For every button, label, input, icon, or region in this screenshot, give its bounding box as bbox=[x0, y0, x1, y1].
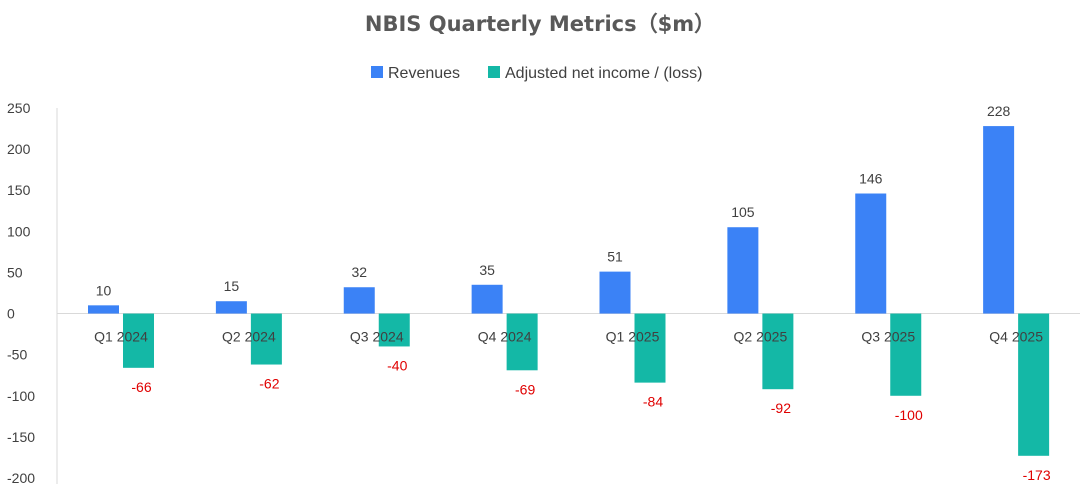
y-tick-label: -50 bbox=[7, 347, 27, 363]
y-tick-label: -200 bbox=[7, 470, 35, 486]
data-label-revenues: 10 bbox=[96, 282, 112, 298]
y-tick-label: 0 bbox=[7, 306, 15, 322]
data-label-adjusted-net-income: -62 bbox=[259, 376, 279, 392]
data-label-adjusted-net-income: -84 bbox=[643, 394, 663, 410]
y-axis: 250 200 150 100 50 0 -50 -100 -150 -200 bbox=[7, 100, 35, 486]
legend-label-adjusted-net-income: Adjusted net income / (loss) bbox=[505, 65, 702, 82]
data-label-revenues: 35 bbox=[479, 262, 495, 278]
data-label-revenues: 32 bbox=[351, 264, 367, 280]
bar-adjusted-net-income bbox=[250, 313, 282, 365]
bar-adjusted-net-income bbox=[634, 313, 666, 383]
y-tick-label: 50 bbox=[7, 264, 23, 280]
data-label-revenues: 146 bbox=[859, 171, 883, 187]
data-label-adjusted-net-income: -92 bbox=[771, 400, 791, 416]
y-tick-label: 100 bbox=[7, 223, 31, 239]
data-label-adjusted-net-income: -173 bbox=[1023, 467, 1051, 483]
legend-swatch-revenues bbox=[371, 66, 383, 78]
data-label-adjusted-net-income: -66 bbox=[131, 379, 151, 395]
bar-adjusted-net-income bbox=[1018, 313, 1050, 456]
bar-adjusted-net-income bbox=[506, 313, 538, 371]
legend: Revenues Adjusted net income / (loss) bbox=[371, 65, 702, 82]
y-tick-label: 150 bbox=[7, 182, 31, 198]
bar-adjusted-net-income bbox=[762, 313, 794, 390]
x-tick-label: Q2 2025 bbox=[734, 329, 788, 345]
chart-title: NBIS Quarterly Metrics（$m） bbox=[365, 12, 715, 36]
bar-revenues bbox=[88, 305, 119, 314]
value-labels: 10 -66 15 -62 32 -40 35 -69 51 -84 105 -92 146 -100 22… bbox=[96, 103, 1051, 483]
bar-revenues bbox=[471, 284, 503, 314]
data-label-revenues: 51 bbox=[607, 249, 623, 265]
legend-swatch-adjusted-net-income bbox=[488, 66, 500, 78]
bar-revenues bbox=[727, 227, 759, 314]
bar-revenues bbox=[983, 126, 1015, 314]
bar-revenues bbox=[343, 287, 375, 314]
x-tick-label: Q1 2025 bbox=[606, 329, 660, 345]
data-label-adjusted-net-income: -69 bbox=[515, 381, 535, 397]
x-tick-label: Q4 2025 bbox=[989, 329, 1043, 345]
y-tick-label: -100 bbox=[7, 388, 35, 404]
x-tick-label: Q3 2025 bbox=[861, 329, 915, 345]
x-tick-label: Q4 2024 bbox=[478, 329, 532, 345]
x-tick-label: Q3 2024 bbox=[350, 329, 404, 345]
bar-revenues bbox=[599, 271, 631, 314]
data-label-adjusted-net-income: -40 bbox=[387, 357, 407, 373]
y-tick-label: -150 bbox=[7, 429, 35, 445]
y-tick-label: 200 bbox=[7, 141, 31, 157]
bars bbox=[57, 126, 1080, 456]
x-tick-label: Q1 2024 bbox=[94, 329, 148, 345]
bar-adjusted-net-income bbox=[378, 313, 410, 347]
bar-adjusted-net-income bbox=[123, 313, 154, 368]
data-label-revenues: 105 bbox=[731, 204, 755, 220]
bar-adjusted-net-income bbox=[890, 313, 922, 396]
category-labels: Q1 2024 Q2 2024 Q3 2024 Q4 2024 Q1 2025 Q2 20… bbox=[94, 329, 1043, 345]
data-label-revenues: 228 bbox=[987, 103, 1011, 119]
bar-revenues bbox=[215, 301, 247, 314]
bar-revenues bbox=[855, 193, 887, 314]
data-label-revenues: 15 bbox=[224, 278, 240, 294]
data-label-adjusted-net-income: -100 bbox=[895, 407, 923, 423]
y-tick-label: 250 bbox=[7, 100, 31, 116]
legend-label-revenues: Revenues bbox=[388, 65, 460, 82]
x-tick-label: Q2 2024 bbox=[222, 329, 276, 345]
